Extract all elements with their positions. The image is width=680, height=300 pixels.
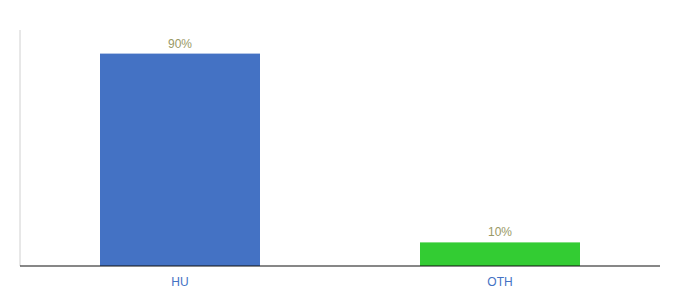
data-label: 10% [488,225,512,239]
x-tick-label: HU [171,275,188,289]
bar [420,242,580,266]
chart-svg: 90% 10% HU OTH [0,0,680,300]
data-label: 90% [168,37,192,51]
page: {"chart_data": {"type": "bar", "categori… [0,0,680,300]
bar [100,54,260,266]
data-labels: 90% 10% [168,37,512,240]
chart-container: 90% 10% HU OTH [0,0,680,300]
x-tick-label: OTH [487,275,512,289]
x-axis-line [20,265,660,266]
y-axis-line [20,30,21,266]
plot: 90% 10% HU OTH [20,30,660,289]
bars [100,54,580,266]
